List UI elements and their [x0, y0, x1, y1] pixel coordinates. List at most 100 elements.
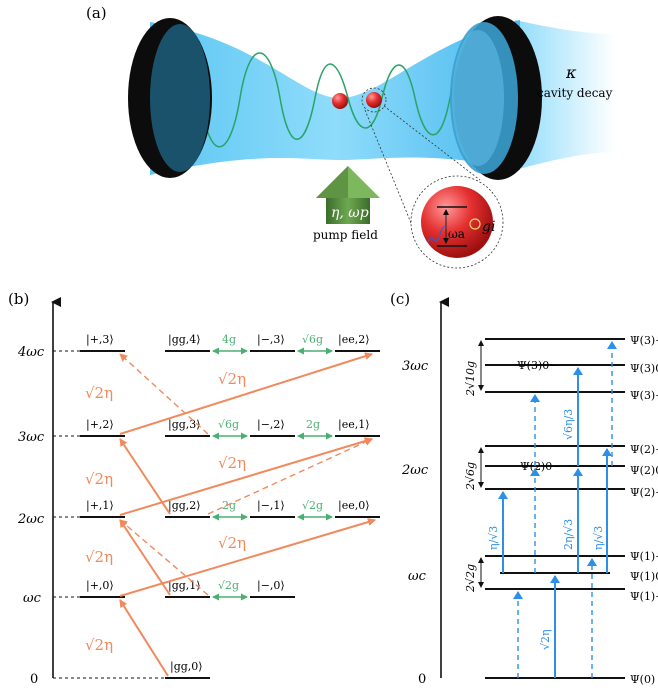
- state-m1: |−,1⟩: [257, 499, 285, 513]
- c-y-ticks: 0 ωc 2ωc 3ωc: [401, 359, 429, 687]
- state-m0: |−,0⟩: [257, 579, 285, 593]
- pump-label-4: √2η: [85, 470, 113, 488]
- kappa-label: κ: [565, 63, 577, 82]
- b-couplings: [212, 347, 333, 601]
- c-tick-1: ωc: [408, 569, 427, 584]
- pump-arrow: η, ωp: [316, 166, 380, 224]
- level-z2p: Ψ(2)0+: [630, 464, 658, 477]
- state-ee1: |ee,1⟩: [338, 418, 370, 432]
- state-gg4: |gg,4⟩: [168, 333, 201, 347]
- level-z3p: Ψ(3)0+: [630, 362, 658, 375]
- rate-1a: η/√3: [487, 526, 500, 550]
- atom-1: [332, 93, 348, 109]
- state-m2: |−,2⟩: [257, 418, 285, 432]
- atom-highlight: [361, 87, 387, 113]
- state-m3: |−,3⟩: [257, 333, 285, 347]
- state-p3: |+,3⟩: [86, 333, 114, 347]
- level-p2: Ψ(2)+: [630, 443, 658, 456]
- coupling-2b: √2g: [302, 499, 323, 512]
- pump-label-7: √2η: [218, 370, 246, 388]
- b-levels: [80, 350, 380, 679]
- coupling-4a: 4g: [222, 333, 236, 346]
- c-transitions-dashed: [513, 341, 617, 678]
- b-tick-1: ωc: [23, 591, 42, 606]
- state-gg3: |gg,3⟩: [168, 418, 201, 432]
- pump-symbol: η, ωp: [331, 205, 369, 221]
- right-mirror: [450, 16, 542, 180]
- rate-2: √6η/3: [562, 409, 575, 440]
- photon-wiggle: [427, 226, 447, 243]
- level-m2: Ψ(2)−: [630, 486, 658, 499]
- b-state-labels: |gg,0⟩ |+,0⟩ |gg,1⟩ |−,0⟩ |+,1⟩ |gg,2⟩ |…: [86, 333, 370, 674]
- coupling-2a: 2g: [222, 499, 236, 512]
- state-gg1: |gg,1⟩: [168, 579, 201, 593]
- rate-1c: η/√3: [592, 526, 605, 550]
- coupling-3b: 2g: [306, 418, 320, 431]
- rate-1b: 2η/√3: [562, 519, 575, 550]
- state-ee2: |ee,2⟩: [338, 333, 370, 347]
- omega-a-label: ωa: [448, 227, 465, 241]
- pump-label-2: √2η: [85, 548, 113, 566]
- level-p3: Ψ(3)+: [630, 334, 658, 347]
- state-gg0: |gg,0⟩: [170, 660, 203, 674]
- b-guides: [53, 350, 165, 679]
- left-mirror: [128, 18, 212, 178]
- b-coupling-labels: √2g 2g √2g √6g 2g 4g √6g: [218, 333, 323, 592]
- panel-c-label: (c): [390, 290, 410, 308]
- pump-label-1: √2η: [85, 636, 113, 654]
- atom-2: [366, 92, 382, 108]
- b-pump-solid: [119, 352, 376, 677]
- coupling-4b: √6g: [302, 333, 323, 346]
- panel-c-dressed-levels: (c) 0 ωc 2ωc 3ωc 2√2g: [390, 290, 658, 687]
- c-tick-0: 0: [418, 672, 426, 687]
- c-level-labels: Ψ(0) Ψ(1)− Ψ(1)0 Ψ(1)+ Ψ(2)− Ψ(2)0+ Ψ(2)…: [517, 334, 658, 686]
- level-z1: Ψ(1)0: [630, 570, 658, 583]
- b-tick-0: 0: [30, 672, 38, 687]
- coupling-1: √2g: [218, 579, 239, 592]
- b-y-ticks: 0 ωc 2ωc 3ωc 4ωc: [17, 345, 45, 687]
- cavity-decay-label: cavity decay: [537, 86, 613, 100]
- panel-b-ladder: (b) 0 ωc 2ωc 3ωc 4ωc: [8, 290, 380, 687]
- rate-0: √2η: [539, 629, 552, 650]
- zoom-line-2: [383, 105, 481, 181]
- panel-a-label: (a): [86, 4, 107, 22]
- c-levels: [485, 338, 625, 679]
- b-pump-labels: √2η √2η √2η √2η √2η √2η √2η: [85, 370, 246, 654]
- b-pump-dashed: [119, 353, 373, 596]
- c-tick-2: 2ωc: [401, 463, 429, 478]
- b-tick-4: 4ωc: [17, 345, 45, 360]
- c-transitions-solid: [498, 367, 612, 678]
- level-psi0: Ψ(0): [630, 673, 655, 686]
- g-i-label: gi: [482, 219, 495, 235]
- b-tick-3: 3ωc: [18, 430, 45, 445]
- level-z2m: Ψ(2)0−: [520, 460, 561, 473]
- b-tick-2: 2ωc: [17, 512, 45, 527]
- atom-zoom: ωa gi: [410, 175, 504, 269]
- level-p1: Ψ(1)+: [630, 550, 658, 563]
- c-splitting-labels: 2√2g 2√6g 2√10g: [464, 361, 477, 593]
- state-gg2: |gg,2⟩: [168, 499, 201, 513]
- state-p2: |+,2⟩: [86, 418, 114, 432]
- pump-label-6: √2η: [85, 384, 113, 402]
- state-p1: |+,1⟩: [86, 499, 114, 513]
- standing-wave: [164, 46, 491, 148]
- state-ee0: |ee,0⟩: [338, 499, 370, 513]
- split-3: 2√10g: [464, 361, 477, 397]
- pump-label-5: √2η: [218, 454, 246, 472]
- level-m3: Ψ(3)−: [630, 389, 658, 402]
- c-rate-labels: √2η η/√3 2η/√3 η/√3 √6η/3: [487, 409, 605, 650]
- split-1: 2√2g: [464, 564, 477, 593]
- output-beam: [515, 20, 615, 170]
- pump-label-3: √2η: [218, 534, 246, 552]
- panel-b-label: (b): [8, 290, 29, 308]
- split-2: 2√6g: [464, 462, 477, 491]
- panel-a-cavity: (a) ωa: [86, 4, 615, 269]
- c-tick-3: 3ωc: [402, 359, 429, 374]
- pump-field-label: pump field: [313, 228, 378, 242]
- level-m1: Ψ(1)−: [630, 590, 658, 603]
- cavity-beam: [150, 20, 520, 175]
- level-z3m: Ψ(3)0−: [517, 359, 558, 372]
- coupling-3a: √6g: [218, 418, 239, 431]
- state-p0: |+,0⟩: [86, 579, 114, 593]
